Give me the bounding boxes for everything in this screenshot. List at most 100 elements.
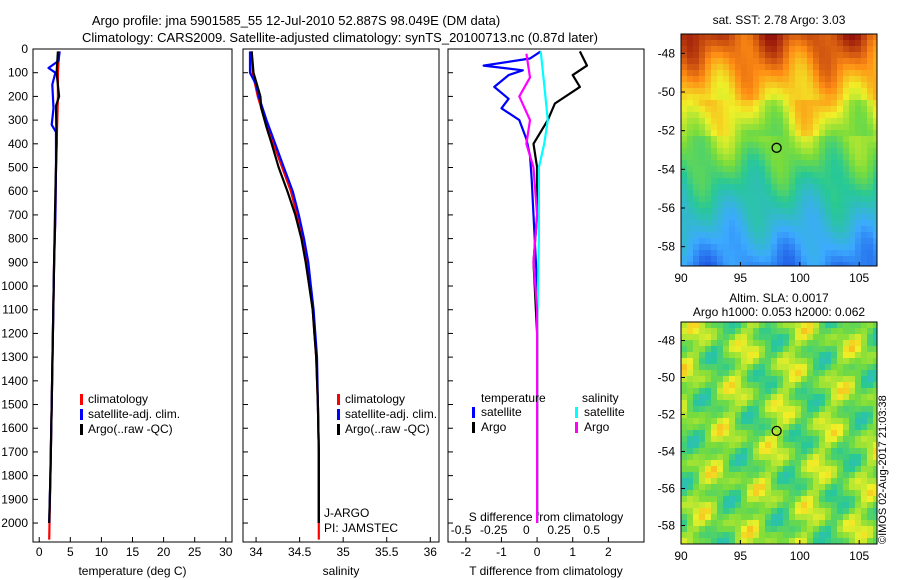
sla-map-cell [831, 454, 838, 461]
sla-map-xtick-label: 100 [790, 549, 810, 563]
sst-map-ytick-label: -50 [658, 85, 676, 99]
sst-map-cell [783, 154, 790, 161]
sst-map-cell [699, 34, 706, 41]
sla-map-cell [735, 418, 742, 425]
sst-map-cell [855, 154, 862, 161]
sla-map-cell [843, 346, 850, 353]
sla-map-cell [867, 418, 874, 425]
sst-map-cell [723, 88, 730, 95]
sst-map-cell [873, 232, 877, 239]
sla-map-cell [741, 430, 748, 437]
sst-map-cell [789, 214, 796, 221]
sla-map-cell [729, 520, 736, 527]
sla-map-cell [765, 340, 772, 347]
sst-map-cell [843, 40, 850, 47]
temperature-legend-label: Argo(..raw -QC) [88, 422, 173, 436]
sst-map-cell [771, 214, 778, 221]
sla-map-cell [831, 430, 838, 437]
sst-map-cell [801, 82, 808, 89]
diff-legend-label: satellite [481, 405, 522, 419]
sst-map-cell [843, 166, 850, 173]
sst-map-cell [699, 244, 706, 251]
sst-map-cell [777, 70, 784, 77]
sla-map-cell [789, 364, 796, 371]
sst-map-cell [861, 220, 868, 227]
diff-legend-swatch [472, 407, 475, 418]
sla-map-cell [687, 526, 694, 533]
sst-map-cell [741, 160, 748, 167]
sst-map-cell [855, 124, 862, 131]
sst-map-cell [867, 100, 874, 107]
sst-map-cell [831, 70, 838, 77]
sst-map-cell [789, 196, 796, 203]
sla-map-cell [855, 340, 862, 347]
sst-map-cell [705, 202, 712, 209]
sla-map-cell [861, 514, 868, 521]
sst-map-cell [837, 76, 844, 83]
sla-map-cell [717, 346, 724, 353]
sst-map-cell [813, 184, 820, 191]
sla-map-cell [789, 454, 796, 461]
sst-map-cell [795, 232, 802, 239]
sla-map-cell [693, 370, 700, 377]
sla-map-cell [801, 352, 808, 359]
sla-map-cell [819, 520, 826, 527]
sst-map-cell [741, 46, 748, 53]
sla-map-cell [693, 346, 700, 353]
sla-map-cell [867, 508, 874, 515]
depth-tick-label: 1900 [1, 492, 28, 506]
sst-map-cell [831, 88, 838, 95]
sla-map-cell [759, 478, 766, 485]
sla-map-cell [699, 418, 706, 425]
sst-map-cell [729, 172, 736, 179]
sst-map-cell [753, 130, 760, 137]
sla-map-cell [747, 328, 754, 335]
sla-map-cell [711, 472, 718, 479]
sla-map-cell [693, 364, 700, 371]
sst-map-cell [705, 34, 712, 41]
sla-map-cell [831, 514, 838, 521]
sst-map-cell [837, 118, 844, 125]
sst-map-cell [807, 136, 814, 143]
sla-map-cell [699, 424, 706, 431]
sla-map-cell [717, 436, 724, 443]
sst-map-cell [807, 184, 814, 191]
sla-map-cell [825, 436, 832, 443]
sla-map-cell [813, 382, 820, 389]
sla-map-cell [777, 490, 784, 497]
sla-map-cell [783, 370, 790, 377]
sst-map-cell [729, 250, 736, 257]
sst-map-cell [873, 256, 877, 263]
sst-map-cell [813, 64, 820, 71]
sst-map-cell [723, 208, 730, 215]
sst-map-xtick-label: 105 [849, 271, 869, 285]
sla-map-cell [759, 532, 766, 539]
sst-map-cell [795, 130, 802, 137]
sst-map-cell [681, 226, 688, 233]
sst-map-cell [681, 208, 688, 215]
sla-map-cell [681, 424, 688, 431]
sst-map-cell [741, 250, 748, 257]
sla-map-cell [759, 454, 766, 461]
sst-map-cell [795, 202, 802, 209]
sla-map-cell [789, 418, 796, 425]
depth-tick-label: 1000 [1, 279, 28, 293]
temperature-xtick-label: 25 [188, 545, 202, 559]
sla-map-cell [753, 526, 760, 533]
sla-map-cell [765, 424, 772, 431]
sst-map-cell [855, 118, 862, 125]
sla-map-cell [753, 508, 760, 515]
sst-map-cell [693, 208, 700, 215]
sla-map-cell [861, 340, 868, 347]
sst-map-cell [825, 136, 832, 143]
sst-map-cell [705, 40, 712, 47]
sla-map-cell [777, 484, 784, 491]
sla-map-cell [711, 352, 718, 359]
sla-map-cell [771, 448, 778, 455]
sla-map-cell [729, 406, 736, 413]
sla-map-cell [699, 472, 706, 479]
sla-map-cell [753, 418, 760, 425]
sla-map-cell [807, 526, 814, 533]
sla-map-cell [759, 376, 766, 383]
